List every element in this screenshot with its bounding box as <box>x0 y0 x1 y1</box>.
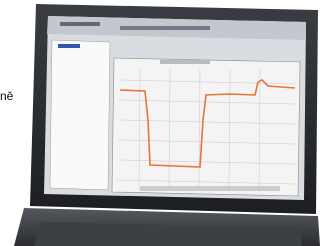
chart-header <box>160 60 210 64</box>
selected-item <box>58 44 80 48</box>
toolbar-icons <box>60 22 100 26</box>
chart-footer <box>140 186 280 191</box>
caption: ně <box>0 89 14 103</box>
left-panel <box>50 40 110 190</box>
toolbar-icons <box>120 26 210 30</box>
photo: ně <box>0 0 320 246</box>
